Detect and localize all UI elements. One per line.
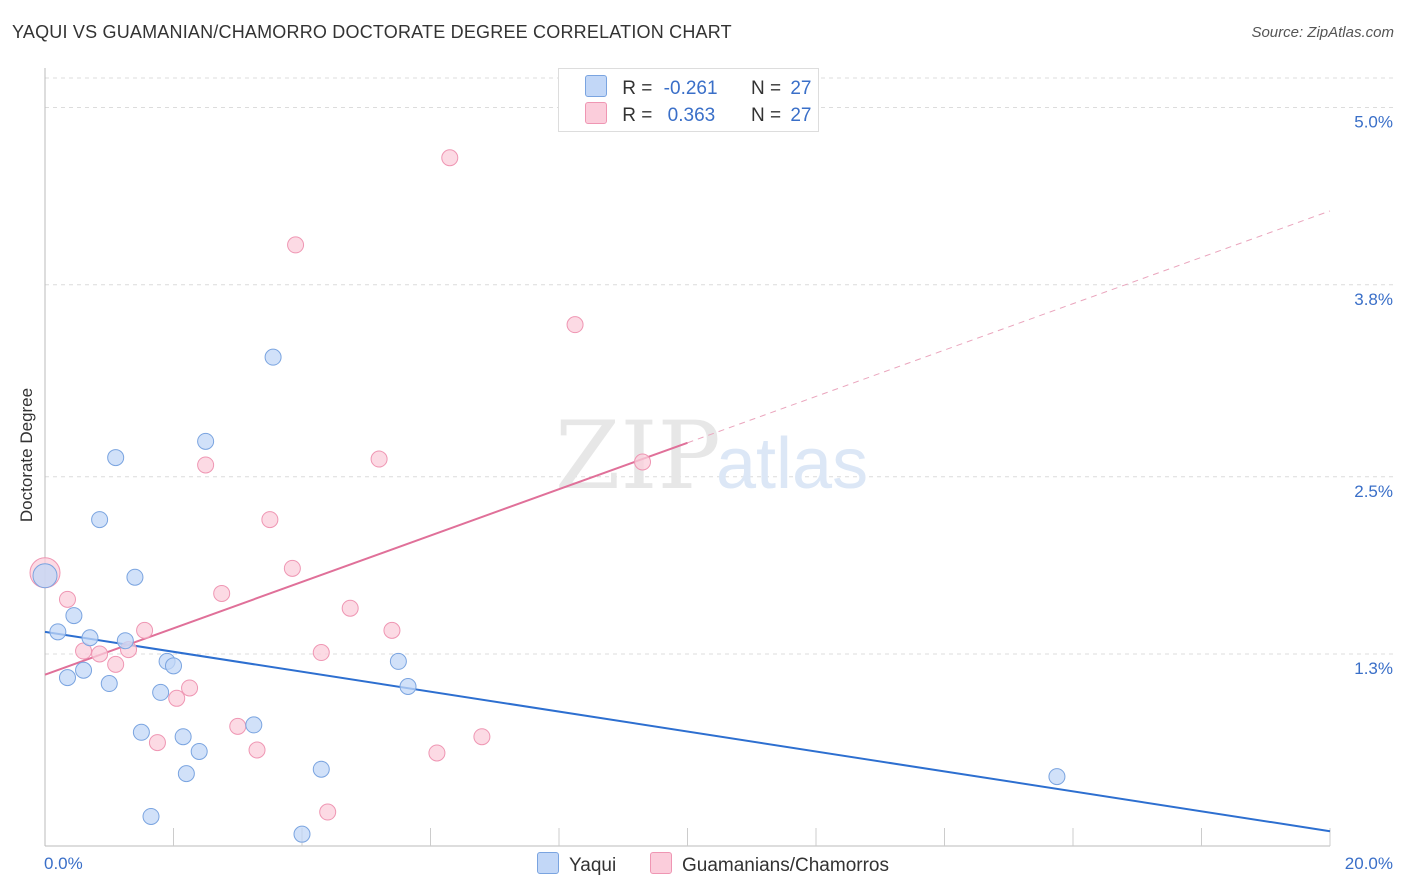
tick-labels: 1.3% 2.5% 3.8% 5.0% 0.0% 20.0% bbox=[44, 113, 1393, 873]
n-label: N = bbox=[750, 78, 782, 99]
guamanians-point bbox=[136, 621, 154, 639]
yaqui-point bbox=[91, 511, 109, 529]
guamanians-point bbox=[634, 453, 652, 471]
guamanians-point bbox=[213, 584, 231, 602]
legend-item-guamanians[interactable]: Guamanians/Chamorros bbox=[650, 852, 889, 877]
guamanians-point bbox=[312, 644, 330, 662]
r-label: R = bbox=[622, 78, 653, 99]
guamanians-trend-line bbox=[44, 441, 688, 676]
guamanians-point bbox=[248, 741, 266, 759]
legend-label-yaqui: Yaqui bbox=[569, 855, 617, 876]
y-tick-label: 1.3% bbox=[1354, 659, 1393, 678]
yaqui-point bbox=[126, 568, 144, 586]
yaqui-point bbox=[100, 675, 118, 693]
guamanians-point bbox=[107, 655, 125, 673]
guamanians-point bbox=[319, 803, 337, 821]
yaqui-point bbox=[75, 661, 93, 679]
yaqui-point bbox=[177, 765, 195, 783]
chart-title: YAQUI VS GUAMANIAN/CHAMORRO DOCTORATE DE… bbox=[12, 22, 732, 42]
data-points bbox=[29, 149, 1066, 843]
x-tick-label-start: 0.0% bbox=[44, 854, 83, 873]
yaqui-point bbox=[58, 669, 76, 687]
yaqui-point bbox=[116, 632, 134, 650]
guamanians-point bbox=[473, 728, 491, 746]
legend-item-yaqui[interactable]: Yaqui bbox=[537, 852, 616, 877]
guamanians-point bbox=[287, 236, 305, 254]
n-label: N = bbox=[750, 105, 782, 126]
yaqui-point bbox=[399, 677, 417, 695]
yaqui-legend-swatch bbox=[537, 852, 559, 874]
yaqui-point bbox=[1048, 768, 1066, 786]
yaqui-point bbox=[264, 348, 282, 366]
guamanians-legend-swatch bbox=[650, 852, 672, 874]
yaqui-point bbox=[293, 825, 311, 843]
legend-label-guamanians: Guamanians/Chamorros bbox=[682, 855, 889, 876]
yaqui-point bbox=[389, 652, 407, 670]
yaqui-point bbox=[174, 728, 192, 746]
yaqui-point bbox=[245, 716, 263, 734]
y-tick-label: 2.5% bbox=[1354, 482, 1393, 501]
stats-legend: R = -0.261 N = 27 R = 0.363 N = 27 bbox=[558, 68, 819, 132]
guamanians-point bbox=[58, 590, 76, 608]
guamanians-point bbox=[383, 621, 401, 639]
guamanians-point bbox=[441, 149, 459, 167]
r-value: -0.261 bbox=[663, 78, 718, 99]
yaqui-swatch bbox=[585, 75, 607, 97]
yaqui-point bbox=[142, 807, 160, 825]
r-value: 0.363 bbox=[667, 105, 716, 126]
guamanians-point bbox=[261, 511, 279, 529]
yaqui-point bbox=[49, 623, 67, 641]
yaqui-point bbox=[152, 683, 170, 701]
guamanians-point bbox=[168, 689, 186, 707]
axes bbox=[44, 68, 1331, 847]
yaqui-point bbox=[65, 607, 83, 625]
stats-row-yaqui: R = -0.261 N = 27 bbox=[585, 75, 811, 100]
r-label: R = bbox=[622, 105, 653, 126]
yaqui-point bbox=[81, 629, 99, 647]
guamanians-point bbox=[283, 559, 301, 577]
n-value: 27 bbox=[790, 78, 812, 99]
guamanians-trend-extension bbox=[687, 210, 1331, 444]
yaqui-point bbox=[132, 723, 150, 741]
guamanians-point bbox=[197, 456, 215, 474]
guamanians-point bbox=[181, 679, 199, 697]
yaqui-point bbox=[197, 432, 215, 450]
guamanians-point bbox=[229, 717, 247, 735]
guamanians-point bbox=[370, 450, 388, 468]
source-label: Source: ZipAtlas.com bbox=[1251, 24, 1394, 41]
y-tick-label: 5.0% bbox=[1354, 113, 1393, 132]
watermark-atlas: atlas bbox=[716, 424, 868, 504]
guamanians-point bbox=[341, 599, 359, 617]
grid-lines bbox=[45, 77, 1395, 655]
watermark: ZIP atlas bbox=[555, 402, 868, 511]
yaqui-point bbox=[312, 760, 330, 778]
x-tick-label-end: 20.0% bbox=[1345, 854, 1393, 873]
n-value: 27 bbox=[790, 105, 812, 126]
guamanians-point bbox=[148, 734, 166, 752]
stats-row-guamanians: R = 0.363 N = 27 bbox=[585, 102, 811, 127]
yaqui-trend-line bbox=[44, 630, 1331, 833]
guamanians-point bbox=[566, 316, 584, 334]
yaqui-point bbox=[190, 742, 208, 760]
yaqui-point bbox=[32, 563, 58, 589]
yaqui-point bbox=[107, 449, 125, 467]
yaqui-point bbox=[165, 657, 182, 675]
y-tick-label: 3.8% bbox=[1354, 290, 1393, 309]
guamanians-swatch bbox=[585, 102, 607, 124]
guamanians-point bbox=[91, 645, 109, 663]
trend-lines bbox=[44, 210, 1331, 833]
guamanians-point bbox=[428, 744, 446, 762]
